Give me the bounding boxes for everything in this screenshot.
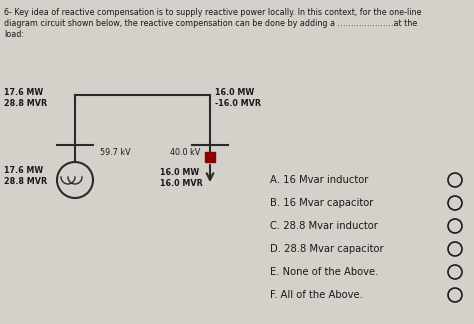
Text: F. All of the Above.: F. All of the Above. xyxy=(270,290,363,300)
Text: 17.6 MW: 17.6 MW xyxy=(4,88,43,97)
Text: C. 28.8 Mvar inductor: C. 28.8 Mvar inductor xyxy=(270,221,378,231)
Text: 16.0 MVR: 16.0 MVR xyxy=(160,179,203,188)
Text: D. 28.8 Mvar capacitor: D. 28.8 Mvar capacitor xyxy=(270,244,383,254)
Text: -16.0 MVR: -16.0 MVR xyxy=(215,99,261,108)
Text: A. 16 Mvar inductor: A. 16 Mvar inductor xyxy=(270,175,368,185)
Text: load:: load: xyxy=(4,30,24,39)
Text: 28.8 MVR: 28.8 MVR xyxy=(4,99,47,108)
Text: E. None of the Above.: E. None of the Above. xyxy=(270,267,378,277)
Text: 16.0 MW: 16.0 MW xyxy=(160,168,199,177)
Text: diagram circuit shown below, the reactive compensation can be done by adding a …: diagram circuit shown below, the reactiv… xyxy=(4,19,417,28)
Text: 16.0 MW: 16.0 MW xyxy=(215,88,254,97)
Text: 40.0 kV: 40.0 kV xyxy=(170,148,200,157)
Text: B. 16 Mvar capacitor: B. 16 Mvar capacitor xyxy=(270,198,374,208)
Text: 28.8 MVR: 28.8 MVR xyxy=(4,177,47,186)
Bar xyxy=(205,152,215,162)
Text: 6- Key idea of reactive compensation is to supply reactive power locally. In thi: 6- Key idea of reactive compensation is … xyxy=(4,8,421,17)
Text: 59.7 kV: 59.7 kV xyxy=(100,148,131,157)
Text: 17.6 MW: 17.6 MW xyxy=(4,166,43,175)
